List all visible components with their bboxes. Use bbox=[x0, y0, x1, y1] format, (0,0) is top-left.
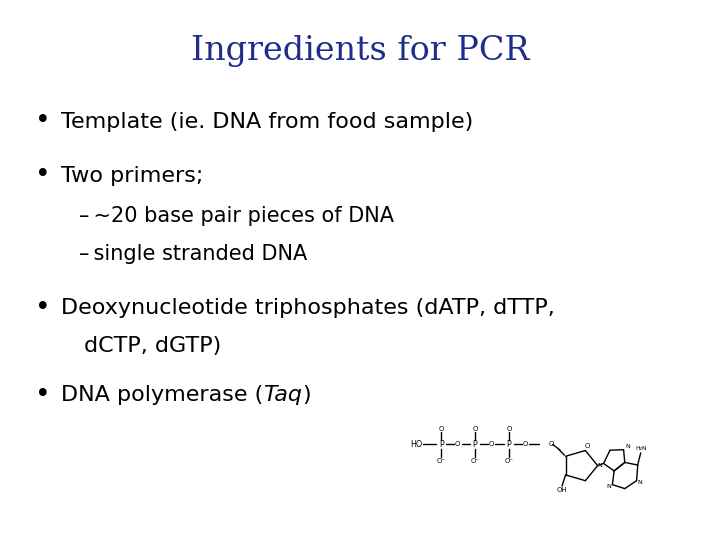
Text: OH: OH bbox=[557, 487, 567, 493]
Text: dCTP, dGTP): dCTP, dGTP) bbox=[84, 335, 221, 356]
Text: O: O bbox=[584, 443, 590, 449]
Text: O: O bbox=[455, 441, 460, 448]
Text: Template (ie. DNA from food sample): Template (ie. DNA from food sample) bbox=[61, 111, 474, 132]
Text: O⁻: O⁻ bbox=[471, 458, 480, 464]
Text: Two primers;: Two primers; bbox=[61, 165, 204, 186]
Text: N: N bbox=[625, 444, 630, 449]
Text: •: • bbox=[35, 382, 50, 408]
Text: O: O bbox=[549, 441, 554, 448]
Text: N: N bbox=[598, 463, 602, 468]
Text: O: O bbox=[472, 426, 478, 431]
Text: Deoxynucleotide triphosphates (dATP, dTTP,: Deoxynucleotide triphosphates (dATP, dTT… bbox=[61, 298, 555, 318]
Text: Ingredients for PCR: Ingredients for PCR bbox=[191, 35, 529, 67]
Text: N: N bbox=[606, 484, 611, 489]
Text: – single stranded DNA: – single stranded DNA bbox=[79, 244, 307, 264]
Text: •: • bbox=[35, 109, 50, 134]
Text: DNA polymerase (: DNA polymerase ( bbox=[61, 385, 264, 406]
Text: •: • bbox=[35, 295, 50, 321]
Text: Taq: Taq bbox=[264, 385, 302, 406]
Text: P: P bbox=[473, 440, 477, 449]
Text: N: N bbox=[638, 480, 642, 485]
Text: P: P bbox=[507, 440, 511, 449]
Text: O: O bbox=[489, 441, 495, 448]
Text: H₂N: H₂N bbox=[635, 446, 647, 450]
Text: O⁻: O⁻ bbox=[436, 458, 446, 464]
Text: ): ) bbox=[302, 385, 311, 406]
Text: P: P bbox=[438, 440, 444, 449]
Text: O: O bbox=[523, 441, 528, 448]
Text: – ~20 base pair pieces of DNA: – ~20 base pair pieces of DNA bbox=[79, 206, 395, 226]
Text: O⁻: O⁻ bbox=[505, 458, 513, 464]
Text: •: • bbox=[35, 163, 50, 188]
Text: HO: HO bbox=[410, 440, 423, 449]
Text: O: O bbox=[506, 426, 512, 431]
Text: O: O bbox=[438, 426, 444, 431]
